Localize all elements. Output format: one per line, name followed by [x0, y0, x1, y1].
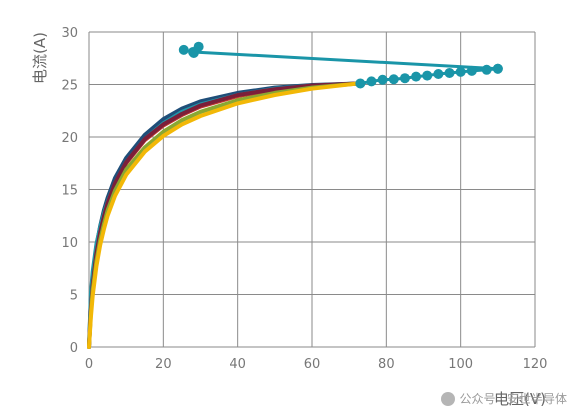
y-tick-label: 20	[61, 131, 78, 146]
dotted-series-point	[455, 66, 466, 77]
watermark-text: 公众号 · 安世半导体	[459, 392, 567, 406]
x-tick-label: 120	[523, 357, 548, 372]
dotted-series-point	[411, 71, 422, 82]
y-tick-label: 30	[61, 26, 78, 41]
x-tick-label: 20	[155, 357, 172, 372]
iv-curve-line	[87, 81, 361, 349]
dotted-series-point	[422, 70, 433, 81]
y-tick-label: 15	[61, 184, 78, 199]
top-cluster-point	[193, 41, 204, 52]
top-line	[192, 50, 498, 71]
dotted-series-point	[355, 78, 366, 89]
y-tick-label: 0	[70, 341, 78, 356]
tick-labels: 0 20 40 60 80 100 120 0 5 10 15 20 25 30	[61, 26, 547, 372]
dotted-series-point	[377, 74, 388, 85]
wechat-icon	[440, 391, 455, 406]
curves	[87, 81, 361, 349]
x-tick-label: 60	[304, 357, 321, 372]
y-tick-label: 10	[61, 236, 78, 251]
dotted-series-point	[433, 69, 444, 79]
dotted-series-point	[444, 67, 455, 78]
y-tick-label: 25	[61, 79, 78, 94]
y-axis-title: 电流(A)	[31, 32, 49, 84]
iv-curve-line	[87, 81, 361, 349]
top-cluster-point	[178, 44, 189, 55]
x-tick-label: 40	[229, 357, 246, 372]
iv-curve-line	[87, 81, 361, 349]
iv-curve-line	[87, 81, 361, 349]
dotted-series-point	[399, 73, 410, 84]
x-tick-label: 0	[85, 357, 93, 372]
y-tick-label: 5	[70, 289, 78, 304]
x-tick-label: 80	[378, 357, 395, 372]
top-line-point	[492, 63, 503, 74]
x-axis-title: 电压(V)	[494, 390, 546, 408]
overlay-series	[178, 41, 503, 89]
x-tick-label: 100	[448, 357, 473, 372]
watermark: 公众号 · 安世半导体	[440, 390, 567, 407]
grid	[88, 31, 536, 348]
dotted-series-point	[388, 74, 399, 85]
iv-curve-line	[87, 81, 361, 349]
dotted-series-point	[366, 76, 377, 87]
iv-curve-line	[87, 81, 361, 349]
